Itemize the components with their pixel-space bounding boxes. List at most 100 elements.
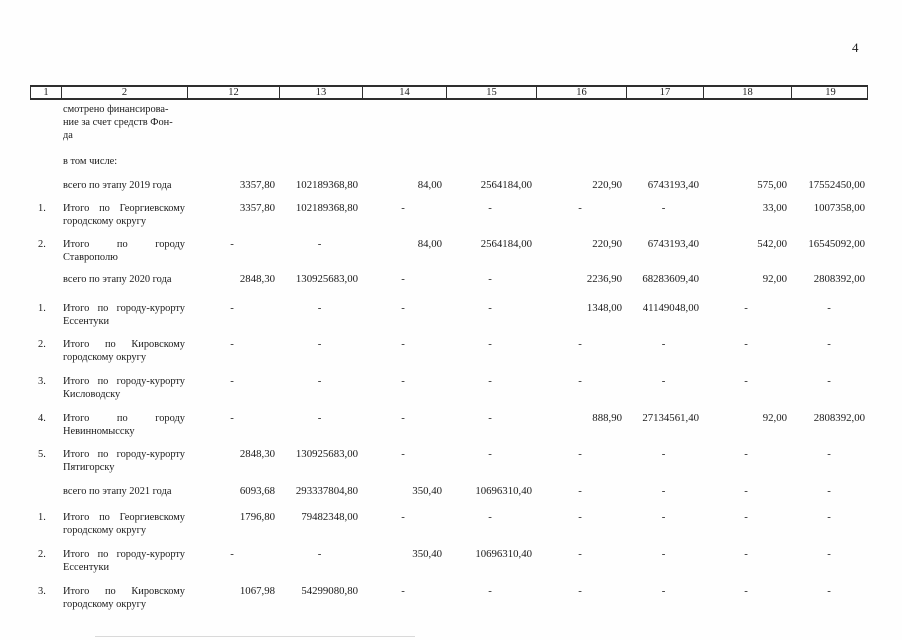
cell-value: 130925683,00 xyxy=(295,273,358,285)
cell-value: - xyxy=(230,375,234,387)
cell-value: 6743193,40 xyxy=(647,238,699,250)
cell-value: - xyxy=(488,202,492,214)
cell-value: 130925683,00 xyxy=(295,448,358,460)
cell-value: - xyxy=(488,412,492,424)
cell-value xyxy=(361,155,445,168)
cell-value xyxy=(625,155,702,168)
row-label: Итого по городу-курорту Ессентуки xyxy=(63,303,185,327)
table-row: 3. Итого по Кировскому городскому округу 1… xyxy=(30,585,868,611)
cell-value: 1796,80 xyxy=(239,511,275,523)
cell-value: 10696310,40 xyxy=(475,548,532,560)
cell-value: 2564184,00 xyxy=(480,179,532,191)
cell-value xyxy=(535,155,625,168)
cell-value: - xyxy=(744,448,748,460)
cell-value: - xyxy=(827,338,831,350)
row-label: Итого по городу-курорту Пятигорску xyxy=(63,449,185,473)
header-cell: 1 xyxy=(43,87,49,98)
cell-value: - xyxy=(578,375,582,387)
cell-value: 2848,30 xyxy=(239,448,275,460)
row-number xyxy=(30,273,60,286)
cell-value: - xyxy=(661,485,666,497)
cell-value xyxy=(361,103,445,142)
cell-value: 220,90 xyxy=(592,238,622,250)
cell-value: 17552450,00 xyxy=(808,179,865,191)
cell-value: - xyxy=(317,375,322,387)
cell-value: 10696310,40 xyxy=(475,485,532,497)
row-number: 1. xyxy=(38,203,46,214)
cell-value: - xyxy=(401,202,405,214)
cell-value: 16545092,00 xyxy=(808,238,865,250)
row-number: 5. xyxy=(38,449,46,460)
table-row: 2. Итого по городу Ставрополю - - 84,00 25641… xyxy=(30,238,868,264)
cell-value: 293337804,80 xyxy=(295,485,358,497)
row-number: 3. xyxy=(38,586,46,597)
cell-value: - xyxy=(230,302,234,314)
cell-value: 2808392,00 xyxy=(813,273,865,285)
cell-value: - xyxy=(401,412,405,424)
table-body: смотрено финансирова- ние за счет средст… xyxy=(30,100,868,611)
row-label: Итого по городу Ставрополю xyxy=(63,239,185,263)
cell-value: - xyxy=(401,375,405,387)
table-row: 2. Итого по городу-курорту Ессентуки - - 350… xyxy=(30,548,868,574)
cell-value xyxy=(278,103,361,142)
row-label: Итого по городу-курорту Ессентуки xyxy=(63,549,185,573)
cell-value xyxy=(278,155,361,168)
row-number xyxy=(30,155,60,168)
row-number: 1. xyxy=(38,512,46,523)
cell-value: - xyxy=(317,338,322,350)
cell-value: - xyxy=(578,585,582,597)
cell-value xyxy=(445,103,535,142)
cell-value: - xyxy=(661,202,666,214)
cell-value: - xyxy=(827,375,831,387)
table-row: всего по этапу 2021 года 6093,68 293337804… xyxy=(30,485,868,498)
cell-value xyxy=(702,103,790,142)
cell-value xyxy=(625,103,702,142)
cell-value: 1348,00 xyxy=(586,302,622,314)
cell-value: 92,00 xyxy=(762,412,787,424)
cell-value: - xyxy=(827,511,831,523)
row-number: 2. xyxy=(38,239,46,250)
cell-value: 888,90 xyxy=(592,412,622,424)
cell-value xyxy=(702,155,790,168)
cell-value: - xyxy=(578,448,582,460)
scan-artifact-line xyxy=(95,636,415,637)
cell-value: 350,40 xyxy=(412,485,442,497)
cell-value: - xyxy=(744,548,748,560)
row-number: 4. xyxy=(38,413,46,424)
row-label: Итого по городу Невинномысску xyxy=(63,413,185,437)
cell-value xyxy=(790,155,868,168)
row-label: Итого по Георгиевскому городскому округу xyxy=(63,203,185,227)
cell-value: - xyxy=(661,448,666,460)
cell-value: 33,00 xyxy=(762,202,787,214)
financing-table: 1 2 12 13 14 15 16 17 18 19 смотрено финансирова-… xyxy=(30,85,868,611)
cell-value: 6743193,40 xyxy=(647,179,699,191)
cell-value: - xyxy=(230,338,234,350)
cell-value: 27134561,40 xyxy=(642,412,699,424)
cell-value: - xyxy=(744,585,748,597)
header-cell: 18 xyxy=(703,87,791,98)
cell-value: - xyxy=(317,548,322,560)
cell-value: - xyxy=(401,273,405,285)
cell-value xyxy=(186,155,278,168)
table-row: 4. Итого по городу Невинномысску - - - - 888,9… xyxy=(30,412,868,438)
table-header-row: 1 2 12 13 14 15 16 17 18 19 xyxy=(30,85,868,100)
cell-value: 542,00 xyxy=(757,238,787,250)
cell-value: - xyxy=(578,548,582,560)
cell-value: 68283609,40 xyxy=(642,273,699,285)
cell-value: - xyxy=(744,375,748,387)
row-label: Итого по Георгиевскому городскому округу xyxy=(63,512,185,536)
cell-value: - xyxy=(578,511,582,523)
cell-value: 2808392,00 xyxy=(813,412,865,424)
row-number xyxy=(30,103,60,142)
cell-value: - xyxy=(401,448,405,460)
table-row: всего по этапу 2020 года 2848,30 130925683… xyxy=(30,273,868,286)
page-number: 4 xyxy=(852,40,859,55)
cell-value: 2564184,00 xyxy=(480,238,532,250)
cell-value: 92,00 xyxy=(762,273,787,285)
cell-value: 84,00 xyxy=(417,179,442,191)
row-number xyxy=(30,485,60,498)
table-row: смотрено финансирова- ние за счет средст… xyxy=(30,103,868,142)
cell-value: - xyxy=(661,375,666,387)
header-cell: 19 xyxy=(791,87,869,98)
cell-value: - xyxy=(827,585,831,597)
